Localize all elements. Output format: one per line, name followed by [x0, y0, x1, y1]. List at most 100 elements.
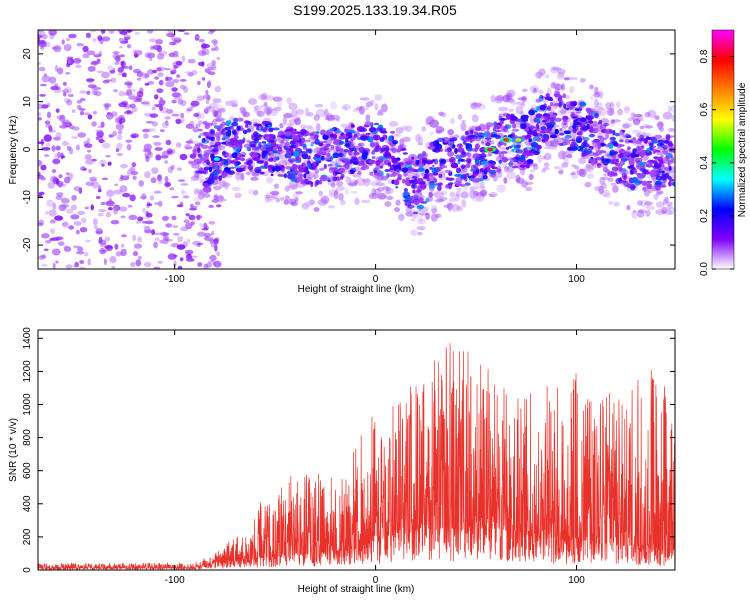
heatmap-cell: [201, 144, 209, 149]
heatmap-cell: [156, 45, 162, 53]
heatmap-cell: [525, 186, 533, 192]
heatmap-cell: [63, 246, 72, 252]
heatmap-cell: [401, 125, 408, 131]
heatmap-cell: [409, 179, 415, 184]
heatmap-cell: [164, 160, 169, 164]
heatmap-cell: [245, 120, 249, 126]
heatmap-cell: [63, 176, 71, 184]
heatmap-cell: [197, 128, 203, 132]
heatmap-cell: [185, 123, 195, 129]
heatmap-cell: [284, 195, 290, 201]
heatmap-cell: [345, 132, 353, 137]
heatmap-cell: [97, 212, 104, 217]
heatmap-cell: [280, 197, 285, 201]
heatmap-cell: [41, 263, 48, 267]
heatmap-cell: [185, 258, 195, 262]
snr-panel: -100 0 100 0 200 400 600 800 1000 1200 1400 Heigh…: [8, 327, 676, 595]
heatmap-cell: [372, 131, 378, 135]
heatmap-cell: [153, 241, 158, 249]
heatmap-cell: [470, 103, 481, 110]
heatmap-cell: [195, 215, 203, 220]
heatmap-cell: [285, 126, 294, 132]
heatmap-cell: [354, 133, 358, 138]
heatmap-cell: [350, 147, 357, 151]
heatmap-cell: [118, 90, 125, 97]
heatmap-cell: [554, 86, 560, 95]
heatmap-cell: [654, 115, 660, 120]
heatmap-cell: [158, 79, 164, 86]
heatmap-cell: [421, 126, 427, 132]
heatmap-cell: [541, 168, 547, 173]
heatmap-cell: [588, 134, 596, 138]
y-tick-label: -10: [22, 190, 33, 205]
heatmap-cell: [246, 139, 251, 144]
heatmap-cell: [343, 158, 351, 164]
heatmap-cell: [251, 118, 260, 124]
heatmap-cell: [612, 185, 619, 193]
heatmap-cell: [655, 175, 663, 181]
heatmap-cell: [425, 198, 430, 203]
heatmap-cell: [431, 164, 435, 168]
heatmap-cell: [601, 176, 610, 181]
heatmap-cell: [136, 77, 142, 81]
heatmap-cell: [273, 183, 279, 189]
heatmap-cell: [394, 207, 400, 213]
heatmap-cell: [165, 109, 174, 114]
heatmap-cell: [78, 266, 86, 269]
heatmap-cell: [222, 171, 229, 177]
heatmap-cell: [385, 187, 394, 194]
heatmap-cell: [413, 211, 418, 215]
heatmap-cell: [98, 209, 107, 213]
heatmap-cell: [177, 236, 184, 243]
heatmap-cell: [248, 189, 254, 195]
heatmap-cell: [386, 172, 390, 179]
heatmap-cell: [52, 177, 59, 185]
heatmap-cell: [213, 260, 222, 268]
heatmap-cell: [618, 178, 622, 182]
heatmap-cell: [572, 124, 577, 129]
heatmap-cell: [72, 264, 78, 268]
colorbar-tick-label: 0.8: [699, 49, 710, 63]
heatmap-cell: [639, 134, 645, 140]
heatmap-cell: [132, 175, 137, 180]
heatmap-cell: [166, 148, 173, 155]
heatmap-cell: [361, 153, 368, 160]
heatmap-cell: [314, 169, 320, 174]
heatmap-cell: [328, 188, 339, 196]
heatmap-cell: [240, 172, 245, 181]
heatmap-cell: [646, 147, 651, 153]
heatmap-cell: [55, 145, 61, 151]
heatmap-cell: [209, 128, 215, 135]
heatmap-cell: [581, 120, 586, 126]
heatmap-cell: [240, 128, 245, 131]
heatmap-cell: [550, 139, 560, 148]
heatmap-cell: [397, 144, 404, 150]
heatmap-cell: [91, 181, 100, 189]
x-tick-label: 100: [568, 575, 585, 586]
heatmap-cell: [449, 118, 455, 124]
heatmap-cell: [116, 134, 123, 141]
heatmap-cell: [303, 179, 309, 185]
heatmap-cell: [472, 102, 482, 107]
heatmap-cell: [211, 176, 215, 182]
heatmap-cell: [297, 176, 303, 182]
heatmap-cell: [185, 222, 193, 230]
heatmap-cell: [273, 156, 277, 163]
heatmap-cell: [94, 91, 102, 97]
heatmap-cell: [569, 86, 575, 94]
heatmap-cell: [107, 65, 113, 70]
heatmap-cell: [156, 88, 164, 93]
heatmap-cell: [368, 192, 379, 199]
heatmap-cell: [469, 190, 477, 199]
heatmap-cell: [630, 152, 636, 159]
heatmap-cell: [153, 266, 160, 269]
heatmap-cell: [298, 173, 305, 177]
heatmap-cell: [488, 192, 498, 197]
heatmap-cell: [108, 30, 115, 34]
heatmap-cell: [156, 67, 162, 72]
heatmap-cell: [225, 131, 232, 137]
heatmap-cell: [165, 81, 175, 88]
heatmap-cell: [280, 139, 285, 144]
heatmap-cell: [275, 197, 281, 203]
